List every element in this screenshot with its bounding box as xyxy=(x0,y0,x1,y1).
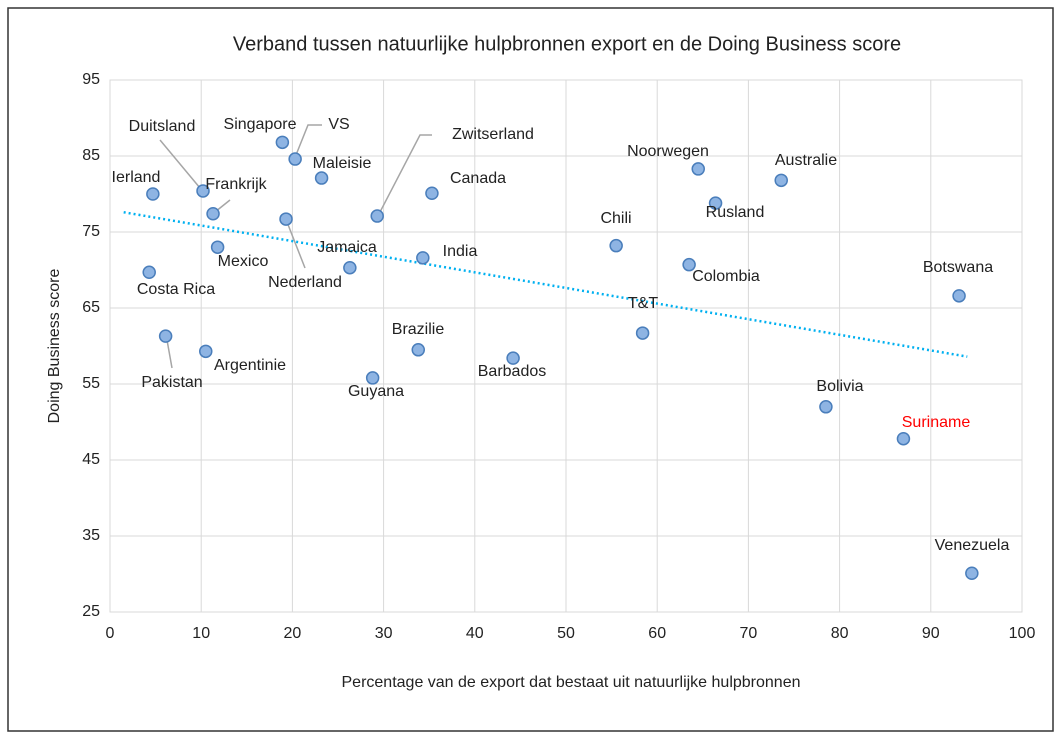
point-label: Suriname xyxy=(902,414,971,431)
point-label: Singapore xyxy=(224,116,297,133)
x-tick-label: 60 xyxy=(648,625,666,642)
point xyxy=(411,343,426,357)
y-tick-label: 25 xyxy=(82,603,100,620)
point xyxy=(288,152,302,166)
point-label: Jamaica xyxy=(317,239,377,256)
point xyxy=(206,207,220,221)
point-label: VS xyxy=(328,116,349,133)
point-label: Maleisie xyxy=(313,155,372,172)
leader-line xyxy=(286,221,306,269)
point xyxy=(416,251,430,265)
y-tick-label: 95 xyxy=(82,71,100,88)
point-label: Guyana xyxy=(348,383,404,400)
point xyxy=(314,171,329,185)
y-tick-label: 75 xyxy=(82,223,100,240)
point-label: Duitsland xyxy=(129,118,196,135)
point xyxy=(196,184,210,198)
y-axis-label: Doing Business score xyxy=(46,269,63,424)
point-label: Mexico xyxy=(218,253,269,270)
point-label: Botswana xyxy=(923,259,993,276)
leader-line xyxy=(295,124,322,156)
point-label: India xyxy=(443,243,478,260)
point xyxy=(146,187,160,201)
y-tick-label: 55 xyxy=(82,375,100,392)
x-tick-label: 30 xyxy=(375,625,393,642)
point xyxy=(275,135,290,150)
point xyxy=(952,289,966,303)
chart-title: Verband tussen natuurlijke hulpbronnen e… xyxy=(233,33,901,55)
point xyxy=(965,566,979,580)
y-tick-label: 35 xyxy=(82,527,100,544)
point xyxy=(343,260,357,275)
point xyxy=(896,431,911,446)
point-label: T&T xyxy=(628,295,658,312)
x-tick-label: 50 xyxy=(557,625,575,642)
x-tick-label: 70 xyxy=(740,625,758,642)
x-tick-label: 0 xyxy=(106,625,115,642)
point-label: Nederland xyxy=(268,274,342,291)
point-label: Bolivia xyxy=(816,378,863,395)
point xyxy=(774,173,788,188)
point-label: Australie xyxy=(775,152,837,169)
leader-line xyxy=(159,139,201,189)
point xyxy=(819,400,833,414)
point xyxy=(279,212,293,226)
point xyxy=(158,329,173,343)
point xyxy=(210,240,225,254)
y-tick-label: 45 xyxy=(82,451,100,468)
point xyxy=(609,238,623,253)
point xyxy=(370,209,384,223)
y-tick-label: 85 xyxy=(82,147,100,164)
x-tick-label: 20 xyxy=(284,625,302,642)
point-label: Noorwegen xyxy=(627,143,709,160)
x-tick-label: 40 xyxy=(466,625,484,642)
point-label: Barbados xyxy=(478,363,547,380)
frame xyxy=(7,7,1054,732)
leader-line xyxy=(166,339,173,369)
point-label: Brazilie xyxy=(392,321,445,338)
x-tick-label: 10 xyxy=(192,625,210,642)
point-label: Chili xyxy=(600,210,631,227)
point xyxy=(199,344,213,359)
point xyxy=(506,351,520,365)
point-label: Rusland xyxy=(706,204,765,221)
point xyxy=(635,326,650,340)
point xyxy=(425,186,439,200)
x-tick-label: 90 xyxy=(922,625,940,642)
point-label: Canada xyxy=(450,170,506,187)
point-label: Costa Rica xyxy=(137,281,215,298)
point xyxy=(691,162,705,176)
leader-line xyxy=(379,134,432,213)
point-label: Zwitserland xyxy=(452,126,534,143)
x-tick-label: 80 xyxy=(831,625,849,642)
point-label: Pakistan xyxy=(141,374,202,391)
x-tick-label: 100 xyxy=(1009,625,1036,642)
point xyxy=(142,265,156,280)
point-label: Frankrijk xyxy=(205,176,267,193)
point-label: Ierland xyxy=(112,169,161,186)
point-label: Venezuela xyxy=(935,537,1010,554)
x-axis-label: Percentage van de export dat bestaat uit… xyxy=(342,674,801,691)
point xyxy=(708,196,723,210)
y-tick-label: 65 xyxy=(82,299,100,316)
point-label: Argentinie xyxy=(214,357,286,374)
point-label: Colombia xyxy=(692,268,760,285)
point xyxy=(682,257,696,272)
plot-border xyxy=(109,79,1023,613)
point xyxy=(365,371,380,385)
